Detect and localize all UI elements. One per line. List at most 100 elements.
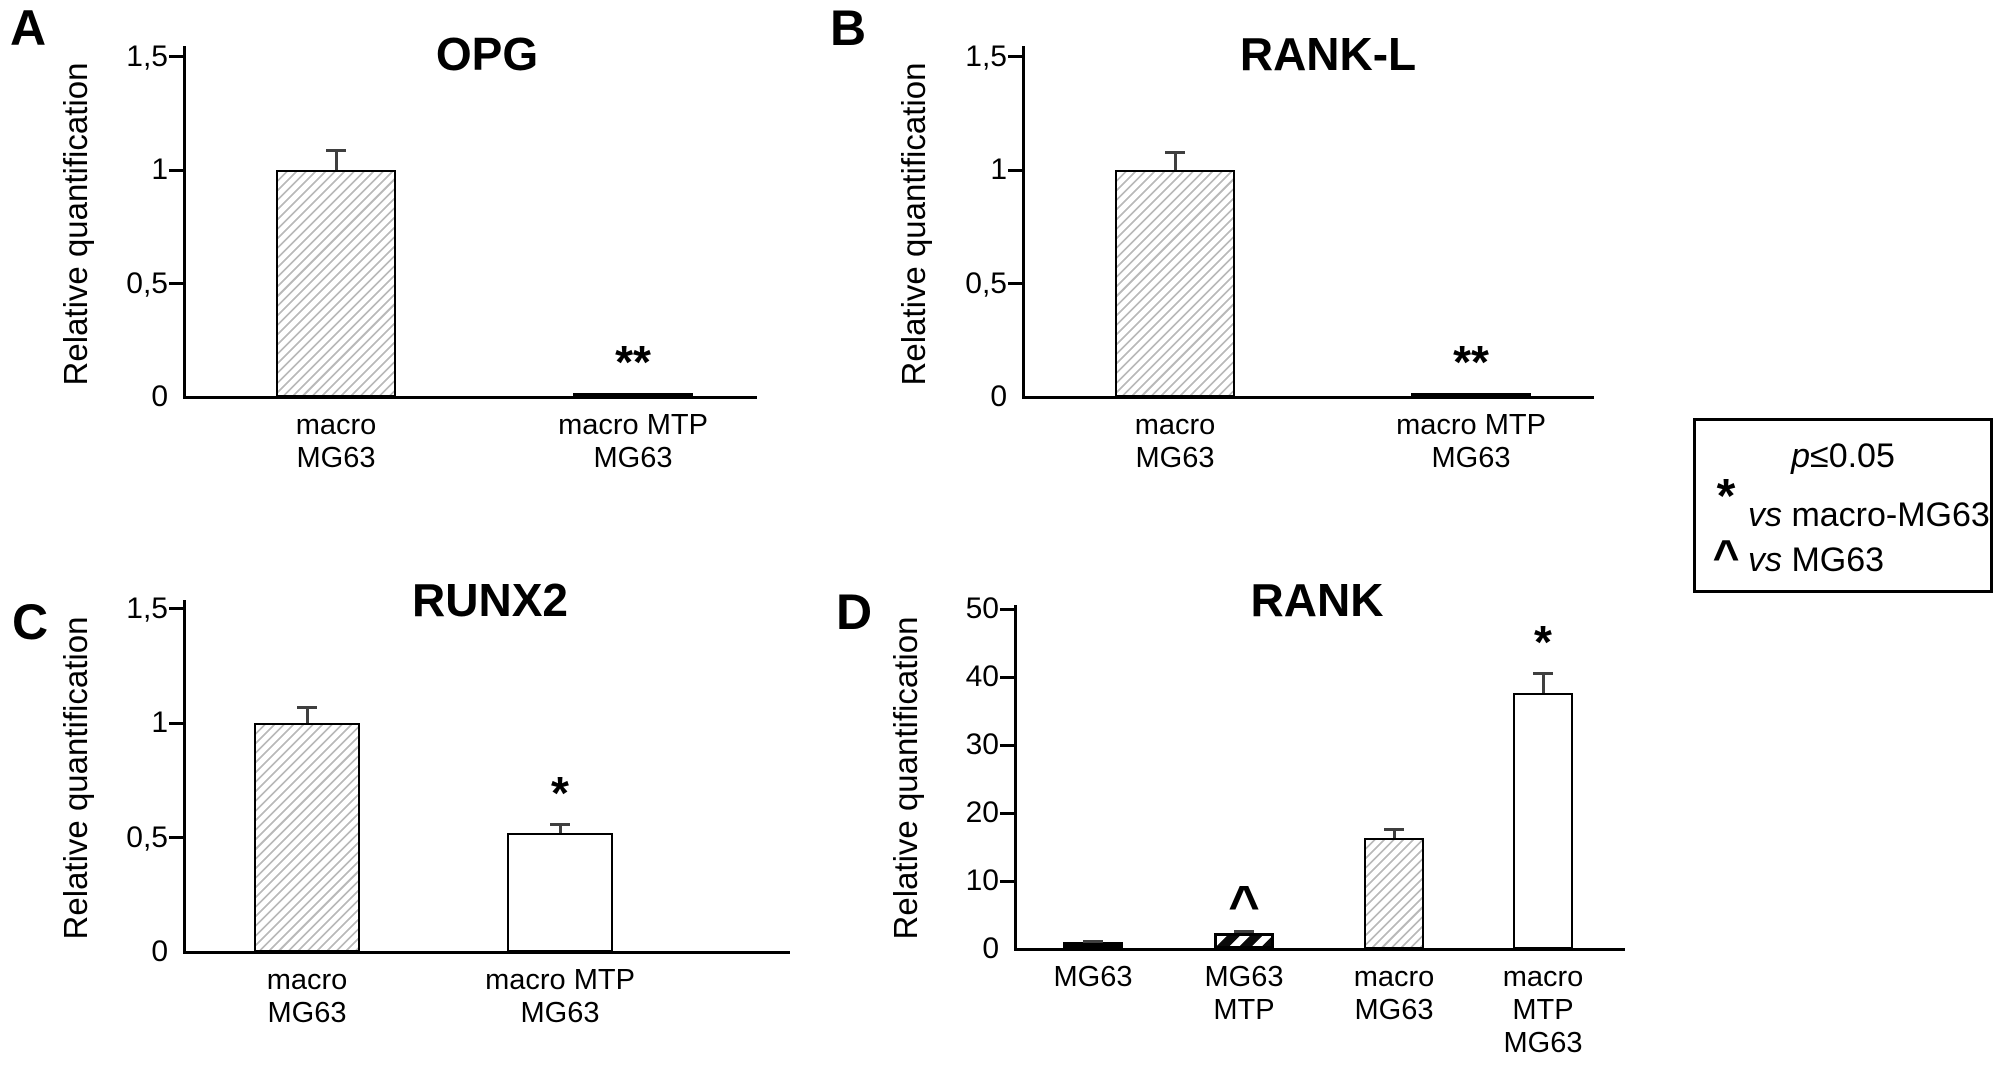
error-cap-D-2 bbox=[1234, 930, 1254, 934]
y-tick-label-C: 1,5 bbox=[126, 591, 168, 625]
asterisk-symbol: * bbox=[1716, 470, 1736, 523]
x-category-label-D-3: macro MG63 bbox=[1353, 961, 1435, 1026]
bar-D-3 bbox=[1364, 838, 1424, 949]
error-bar-A-1 bbox=[334, 149, 338, 170]
y-axis-label-C: Relative quantification bbox=[57, 616, 94, 940]
bar-B-1 bbox=[1115, 170, 1235, 397]
panel-letter-D: D bbox=[836, 584, 873, 640]
significance-mark-C-2: * bbox=[551, 766, 569, 819]
p-value-threshold: p≤0.05 bbox=[1696, 437, 1990, 476]
y-axis-D bbox=[1014, 605, 1017, 949]
x-category-label-C-2: macro MTP MG63 bbox=[485, 964, 635, 1029]
y-tick-B bbox=[1008, 168, 1022, 172]
y-tick-label-D: 30 bbox=[965, 728, 999, 761]
y-tick-label-D: 0 bbox=[982, 932, 999, 965]
error-cap-D-4 bbox=[1533, 671, 1553, 675]
x-axis-D bbox=[1014, 948, 1625, 951]
bar-A-1 bbox=[276, 170, 396, 397]
y-tick-label-C: 0,5 bbox=[126, 820, 168, 854]
significance-mark-A-2: ** bbox=[615, 336, 651, 388]
y-tick-A bbox=[169, 168, 183, 172]
error-cap-D-3 bbox=[1384, 827, 1404, 831]
x-category-label-D-1: MG63 bbox=[1053, 961, 1133, 993]
legend-item-asterisk: vs macro-MG63 bbox=[1748, 496, 1990, 534]
y-tick-label-A: 0,5 bbox=[126, 266, 168, 300]
y-tick-B bbox=[1008, 55, 1022, 58]
y-tick-label-C: 0 bbox=[151, 935, 168, 968]
p-threshold-value: ≤0.05 bbox=[1810, 437, 1895, 475]
y-axis-label-D: Relative quantification bbox=[887, 616, 924, 940]
chart-title-D: RANK bbox=[1250, 574, 1384, 626]
y-axis-B bbox=[1022, 46, 1025, 397]
x-category-label-A-2: macro MTP MG63 bbox=[558, 409, 708, 474]
y-axis-C bbox=[183, 600, 186, 952]
y-tick-label-A: 1 bbox=[151, 153, 168, 186]
y-axis-label-B: Relative quantification bbox=[895, 62, 932, 386]
error-cap-C-2 bbox=[550, 822, 570, 826]
y-tick-label-B: 1,5 bbox=[965, 39, 1007, 73]
significance-mark-B-2: ** bbox=[1453, 336, 1489, 388]
panel-letter-C: C bbox=[12, 594, 49, 650]
bar-C-1 bbox=[254, 723, 360, 952]
y-axis-label-A: Relative quantification bbox=[57, 62, 94, 386]
x-category-label-B-1: macro MG63 bbox=[1134, 409, 1216, 474]
panel-letter-A: A bbox=[10, 0, 47, 56]
error-bar-C-2 bbox=[558, 823, 562, 833]
error-bar-D-4 bbox=[1541, 672, 1545, 694]
chart-title-B: RANK-L bbox=[1239, 28, 1417, 80]
y-tick-C bbox=[169, 721, 183, 725]
y-tick-label-A: 0 bbox=[151, 380, 168, 413]
y-tick-label-D: 10 bbox=[965, 864, 999, 897]
y-tick-label-B: 0 bbox=[990, 380, 1007, 413]
bar-D-1 bbox=[1063, 942, 1123, 949]
error-bar-B-1 bbox=[1173, 151, 1177, 170]
comparison-target: macro-MG63 bbox=[1791, 496, 1990, 534]
error-bar-C-1 bbox=[305, 706, 309, 723]
y-tick-D bbox=[1000, 811, 1014, 815]
vs-label: vs bbox=[1748, 541, 1782, 579]
bar-D-4 bbox=[1513, 693, 1573, 949]
x-category-label-A-1: macro MG63 bbox=[295, 409, 377, 474]
legend-item-caret: vs MG63 bbox=[1748, 541, 1885, 579]
y-tick-label-A: 1,5 bbox=[126, 39, 168, 73]
y-tick-D bbox=[1000, 675, 1014, 679]
comparison-target: MG63 bbox=[1791, 541, 1885, 579]
chart-title-A: OPG bbox=[435, 28, 539, 80]
error-cap-D-1 bbox=[1083, 939, 1103, 943]
caret-symbol: ^ bbox=[1712, 530, 1740, 582]
error-cap-C-1 bbox=[297, 705, 317, 709]
vs-label: vs bbox=[1748, 496, 1782, 534]
y-tick-label-C: 1 bbox=[151, 706, 168, 739]
y-tick-C bbox=[169, 836, 183, 839]
chart-title-C: RUNX2 bbox=[412, 574, 568, 626]
x-category-label-C-1: macro MG63 bbox=[266, 964, 348, 1029]
y-tick-A bbox=[169, 55, 183, 58]
y-tick-D bbox=[1000, 879, 1014, 883]
y-tick-D bbox=[1000, 743, 1014, 747]
x-axis-B bbox=[1022, 396, 1594, 399]
bar-A-2 bbox=[573, 393, 693, 397]
y-tick-label-D: 20 bbox=[965, 796, 999, 829]
x-category-label-D-4: macro MTP MG63 bbox=[1502, 961, 1584, 1059]
x-category-label-B-2: macro MTP MG63 bbox=[1396, 409, 1546, 474]
significance-mark-D-2: ^ bbox=[1228, 875, 1260, 936]
x-axis-A bbox=[183, 396, 757, 399]
y-tick-A bbox=[169, 282, 183, 285]
significance-mark-D-4: * bbox=[1534, 615, 1552, 668]
y-tick-label-B: 1 bbox=[990, 153, 1007, 186]
error-cap-B-1 bbox=[1165, 150, 1185, 154]
y-tick-label-D: 40 bbox=[965, 660, 999, 693]
x-category-label-D-2: MG63 MTP bbox=[1204, 961, 1284, 1026]
error-bar-D-3 bbox=[1392, 828, 1396, 839]
y-tick-label-D: 50 bbox=[965, 592, 999, 625]
bar-C-2 bbox=[507, 832, 613, 952]
error-cap-A-1 bbox=[326, 148, 346, 152]
y-tick-label-B: 0,5 bbox=[965, 266, 1007, 300]
panel-letter-B: B bbox=[830, 0, 867, 56]
significance-legend: p≤0.05 * vs macro-MG63 ^ vs MG63 bbox=[1693, 418, 1993, 593]
y-tick-B bbox=[1008, 282, 1022, 285]
p-symbol: p bbox=[1791, 437, 1811, 475]
y-axis-A bbox=[183, 46, 186, 397]
y-tick-D bbox=[1000, 607, 1014, 611]
